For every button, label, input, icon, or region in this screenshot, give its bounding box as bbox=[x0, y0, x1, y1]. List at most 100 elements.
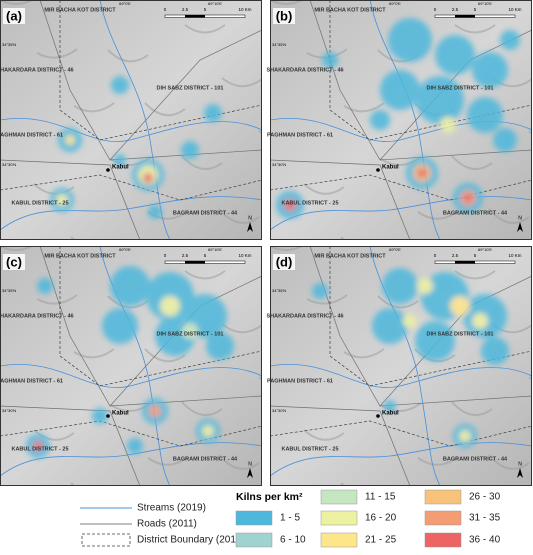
terrain-ridge bbox=[343, 348, 385, 359]
longitude-label: 69°10'E bbox=[208, 1, 222, 6]
terrain-ridge bbox=[451, 401, 493, 417]
terrain-ridge bbox=[33, 429, 75, 441]
district-label: DIH SABZ DISTRICT - 101 bbox=[427, 85, 494, 91]
map-panel: MIR BACHA KOT DISTRICT SHAKARDARA DISTRIC… bbox=[266, 0, 532, 240]
legend-swatch bbox=[424, 532, 462, 548]
legend-class-label: 6 - 10 bbox=[280, 535, 306, 546]
district-label: MIR BACHA KOT DISTRICT bbox=[44, 7, 116, 13]
terrain-ridge bbox=[107, 49, 149, 63]
density-hotspot bbox=[416, 76, 464, 124]
latitude-label: 34°35'N bbox=[2, 42, 16, 47]
district-label: SHAKARDARA DISTRICT - 46 bbox=[266, 313, 343, 319]
density-hotspot bbox=[472, 52, 508, 88]
district-boundary bbox=[270, 246, 532, 447]
scale-label: 5 bbox=[204, 7, 207, 12]
district-label: KABUL DISTRICT - 25 bbox=[281, 446, 338, 452]
density-hotspot bbox=[481, 337, 509, 365]
district-label: DIH SABZ DISTRICT - 101 bbox=[427, 331, 494, 337]
stream bbox=[270, 442, 532, 477]
terrain-ridge bbox=[417, 210, 459, 220]
legend-swatch bbox=[320, 532, 358, 548]
terrain-ridge bbox=[488, 208, 530, 224]
district-label: PAGHMAN DISTRICT - 61 bbox=[0, 132, 63, 138]
terrain-ridge bbox=[0, 0, 35, 5]
longitude-label: 69°10'E bbox=[478, 1, 492, 6]
longitude-label: 69°0'E bbox=[119, 1, 131, 6]
longitude-label: 69°0'E bbox=[119, 247, 131, 252]
terrain-ridge bbox=[451, 155, 493, 171]
density-hotspot bbox=[322, 52, 338, 68]
city-label: Kabul bbox=[112, 411, 129, 417]
legend-swatch bbox=[320, 510, 358, 526]
north-label: N bbox=[518, 215, 522, 221]
district-label: BAGRAMI DISTRICT - 44 bbox=[443, 210, 508, 216]
panel-label: (d) bbox=[276, 254, 293, 269]
district-label: KABUL DISTRICT - 25 bbox=[11, 446, 68, 452]
legend-class-label: 21 - 25 bbox=[365, 535, 397, 546]
district-label: BAGRAMI DISTRICT - 44 bbox=[173, 456, 238, 462]
stream bbox=[0, 118, 262, 142]
density-hotspot bbox=[472, 313, 488, 329]
scale-label: 10 Km bbox=[238, 253, 251, 258]
terrain-ridge bbox=[377, 295, 419, 309]
city-marker bbox=[376, 414, 380, 418]
legend-class-label: 36 - 40 bbox=[469, 535, 501, 546]
density-hotspot bbox=[111, 76, 129, 94]
density-hotspot bbox=[415, 321, 455, 361]
district-label: MIR BACHA KOT DISTRICT bbox=[44, 253, 116, 259]
scale-label: 5 bbox=[474, 7, 477, 12]
terrain-ridge bbox=[488, 454, 530, 470]
district-label: BAGRAMI DISTRICT - 44 bbox=[443, 456, 508, 462]
city-marker bbox=[106, 168, 110, 172]
kiln-density bbox=[276, 18, 520, 219]
terrain-ridge bbox=[0, 246, 35, 251]
city-label: Kabul bbox=[382, 411, 399, 417]
kiln-density bbox=[50, 76, 222, 219]
legend-swatch bbox=[424, 510, 462, 526]
latitude-label: 34°35'N bbox=[272, 42, 286, 47]
terrain-ridge bbox=[218, 454, 260, 470]
latitude-label: 34°30'N bbox=[272, 162, 286, 167]
density-hotspot bbox=[182, 323, 198, 339]
district-label: MIR BACHA KOT DISTRICT bbox=[314, 7, 386, 13]
longitude-label: 69°0'E bbox=[389, 247, 401, 252]
density-hotspot bbox=[149, 405, 161, 417]
scale-label: 5 bbox=[474, 253, 477, 258]
density-hotspot bbox=[114, 154, 126, 166]
density-hotspot bbox=[440, 117, 456, 133]
north-label: N bbox=[248, 461, 252, 467]
district-label: PAGHMAN DISTRICT - 61 bbox=[0, 378, 63, 384]
legend-swatch bbox=[235, 510, 273, 526]
district-label: DIH SABZ DISTRICT - 101 bbox=[157, 85, 224, 91]
kiln-density bbox=[26, 266, 234, 458]
density-hotspot bbox=[403, 314, 417, 328]
district-boundary bbox=[0, 0, 262, 201]
density-hotspot bbox=[148, 205, 162, 219]
legend-line-label: Roads (2011) bbox=[137, 519, 197, 530]
stream bbox=[0, 442, 262, 477]
scale-label: 2.5 bbox=[182, 7, 189, 12]
legend-line-label: District Boundary (2019) bbox=[137, 535, 245, 546]
density-hotspot bbox=[312, 283, 328, 299]
terrain-ridge bbox=[147, 456, 189, 466]
terrain-ridge bbox=[270, 0, 305, 5]
stream bbox=[369, 0, 441, 240]
north-arrow bbox=[247, 222, 253, 232]
latitude-label: 34°30'N bbox=[2, 162, 16, 167]
scale-label: 2.5 bbox=[452, 253, 459, 258]
density-hotspot bbox=[370, 110, 390, 130]
density-hotspot bbox=[464, 194, 472, 202]
scale-label: 0 bbox=[434, 253, 437, 258]
terrain-ridge bbox=[343, 102, 385, 113]
longitude-label: 69°0'E bbox=[389, 1, 401, 6]
district-label: SHAKARDARA DISTRICT - 46 bbox=[0, 313, 74, 319]
map-panel: MIR BACHA KOT DISTRICT SHAKARDARA DISTRIC… bbox=[0, 246, 262, 486]
scale-label: 5 bbox=[204, 253, 207, 258]
map-body bbox=[0, 246, 262, 486]
density-hotspot bbox=[417, 278, 433, 294]
terrain-ridge bbox=[73, 102, 115, 113]
stream bbox=[0, 364, 262, 388]
scale-label: 10 Km bbox=[508, 7, 521, 12]
map-panel: MIR BACHA KOT DISTRICT SHAKARDARA DISTRIC… bbox=[266, 246, 532, 486]
